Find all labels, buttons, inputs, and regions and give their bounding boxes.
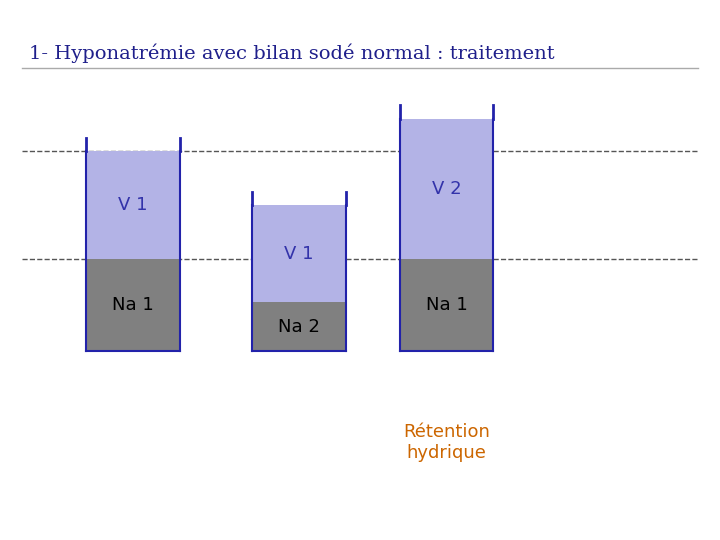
FancyBboxPatch shape xyxy=(252,302,346,351)
Text: Na 2: Na 2 xyxy=(278,318,320,336)
FancyBboxPatch shape xyxy=(86,259,180,351)
FancyBboxPatch shape xyxy=(252,205,346,302)
Text: V 2: V 2 xyxy=(431,180,462,198)
Text: Na 1: Na 1 xyxy=(112,296,154,314)
FancyBboxPatch shape xyxy=(400,119,493,259)
Text: 1- Hyponatrémie avec bilan sodé normal : traitement: 1- Hyponatrémie avec bilan sodé normal :… xyxy=(29,43,554,63)
FancyBboxPatch shape xyxy=(400,259,493,351)
FancyBboxPatch shape xyxy=(86,151,180,259)
Text: V 1: V 1 xyxy=(284,245,313,263)
Text: Na 1: Na 1 xyxy=(426,296,467,314)
Text: Rétention
hydrique: Rétention hydrique xyxy=(403,423,490,462)
Text: V 1: V 1 xyxy=(119,196,148,214)
